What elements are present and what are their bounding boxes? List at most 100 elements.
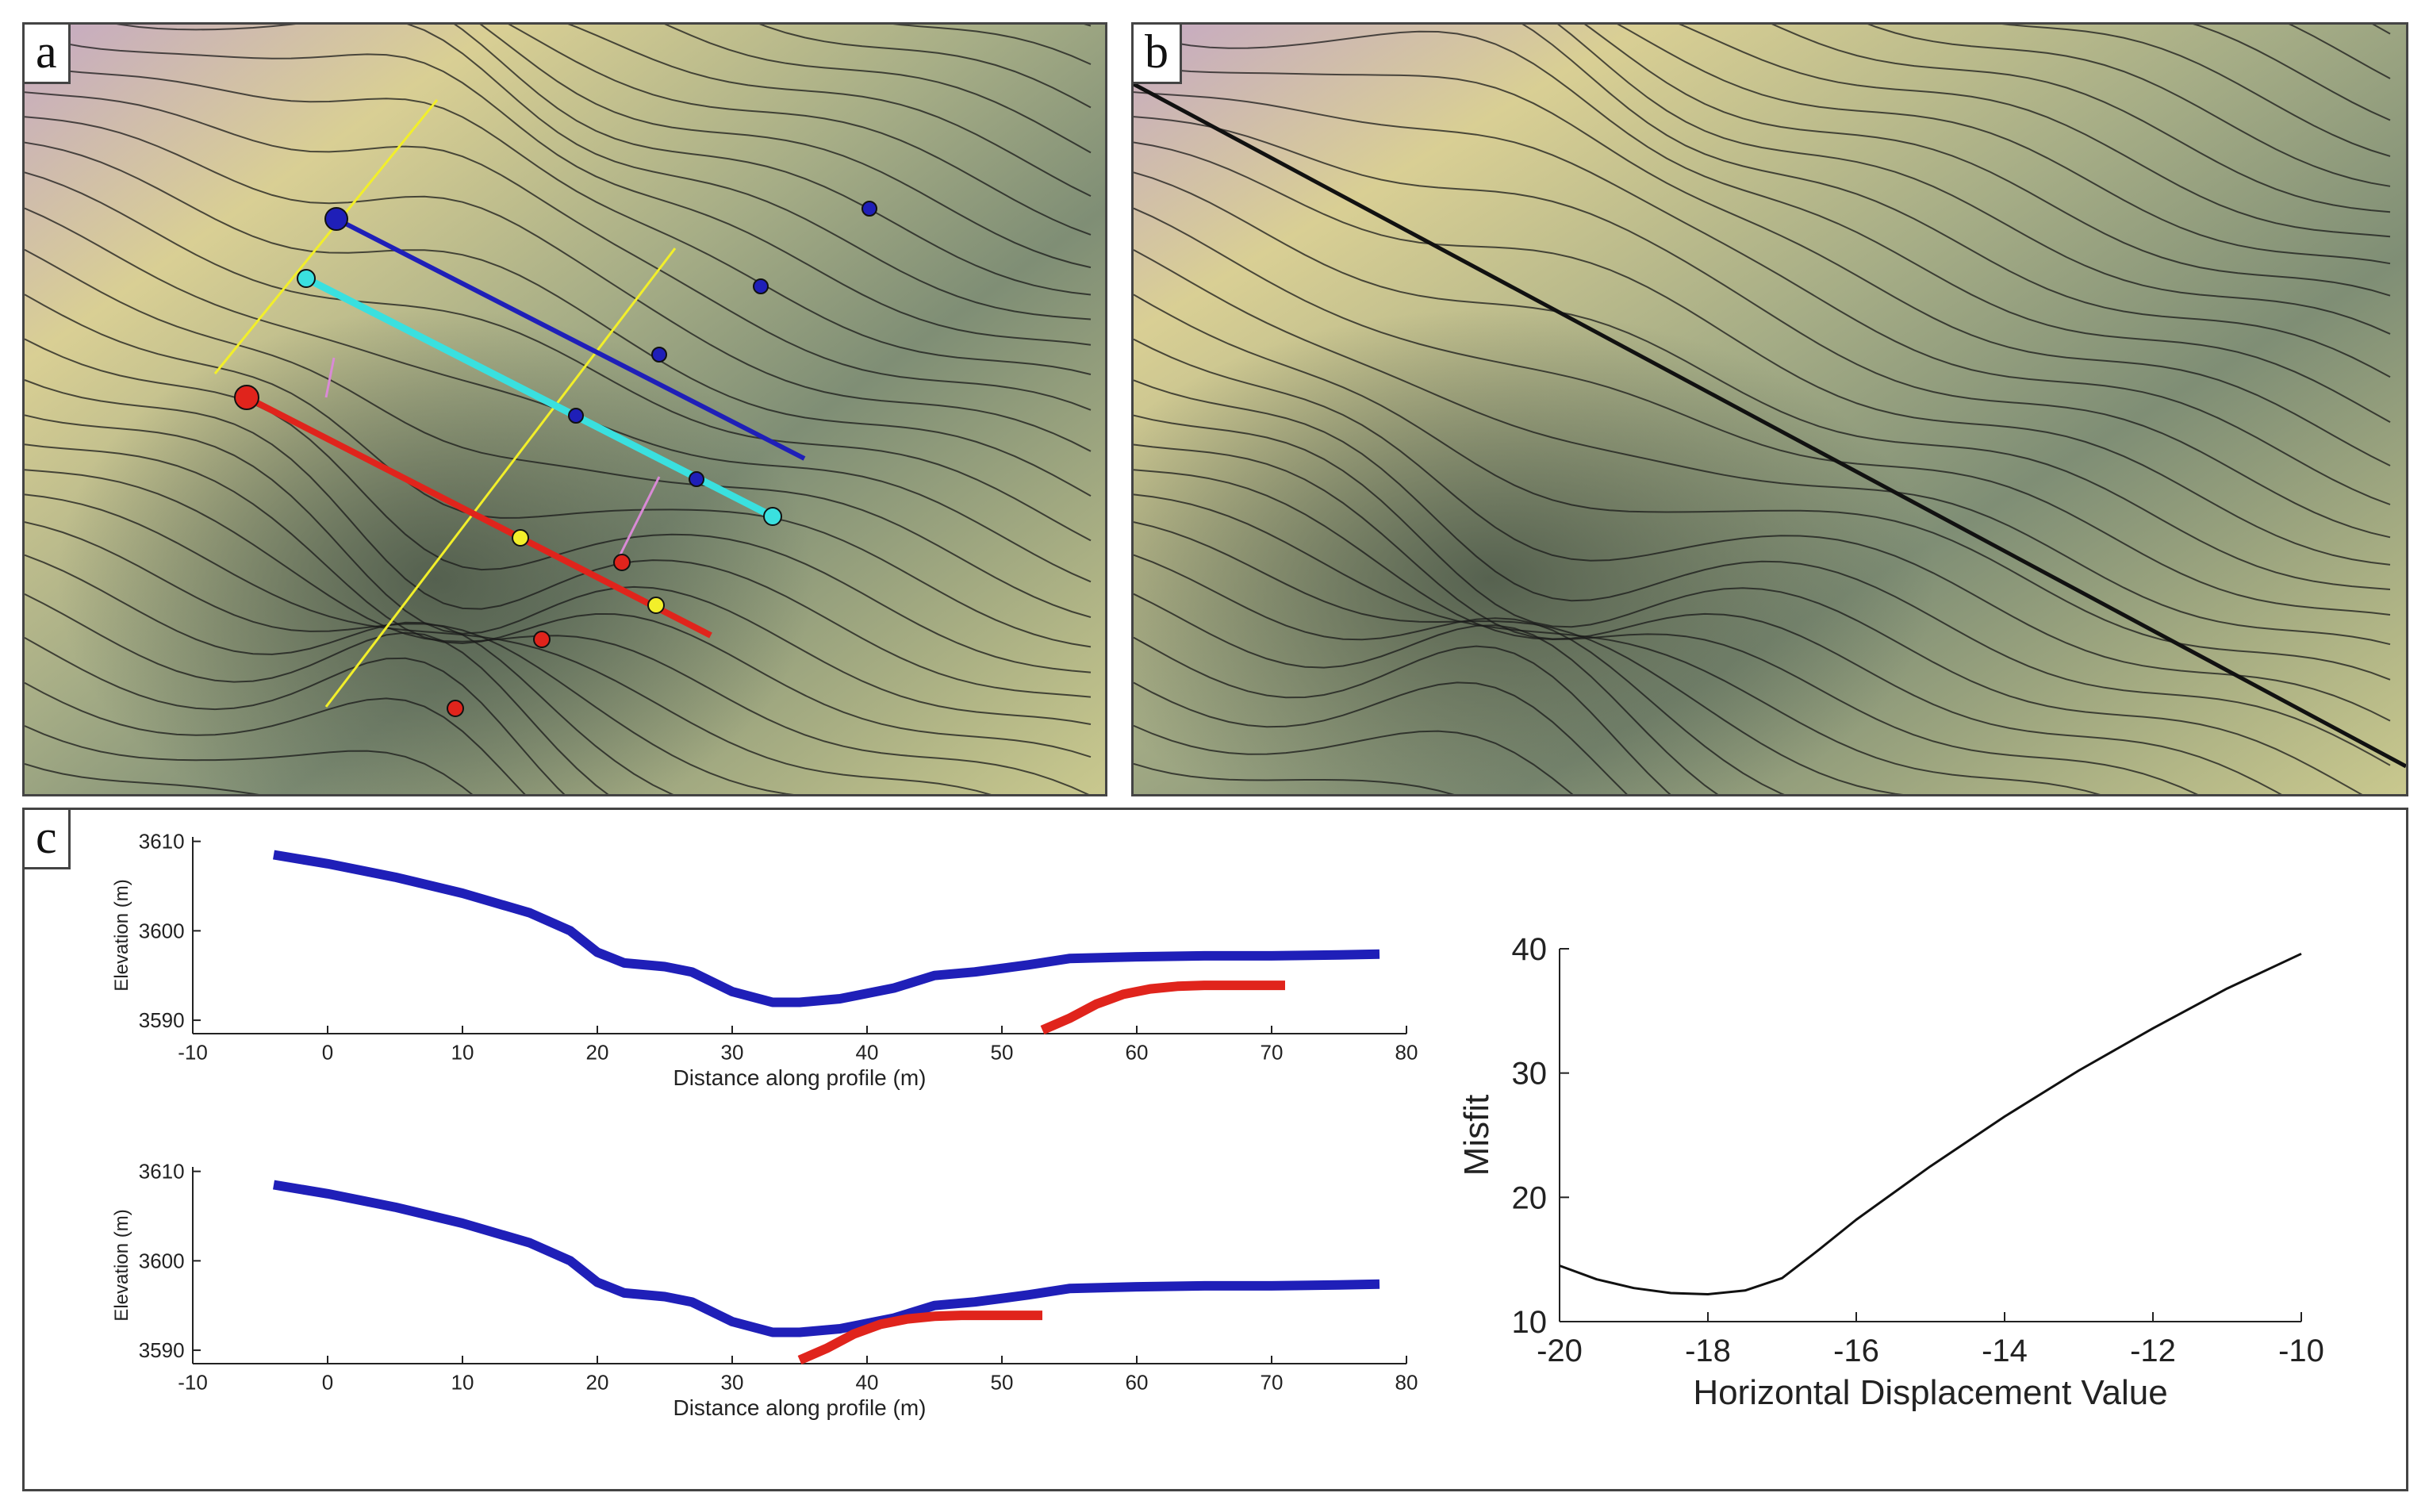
y-tick-label: 3610 [139, 830, 185, 854]
x-tick-label: 20 [586, 1041, 609, 1065]
map-b [1134, 25, 2406, 794]
contour-line [479, 25, 1092, 269]
yellow-marker [512, 529, 529, 547]
x-tick-label: 50 [991, 1041, 1014, 1065]
x-tick-label: -18 [1685, 1334, 1731, 1368]
x-tick-label: 40 [856, 1371, 879, 1395]
panel-label-b: b [1134, 25, 1182, 84]
x-tick-label: -12 [2130, 1334, 2176, 1368]
guide-line [324, 248, 677, 708]
contour-line [1557, 25, 2391, 335]
yellow-marker [647, 597, 665, 614]
x-axis-label: Distance along profile (m) [673, 1065, 926, 1090]
contour-line [25, 32, 1092, 346]
contour-line [1134, 521, 1904, 794]
contour-line [25, 141, 1092, 497]
red-marker [613, 554, 631, 571]
contour-line [25, 762, 259, 794]
contour-line [25, 443, 1092, 758]
x-tick-label: 0 [322, 1371, 333, 1395]
x-tick-label: -10 [178, 1041, 208, 1065]
blue-marker [568, 408, 584, 424]
blue-marker [689, 471, 704, 487]
contour-line [25, 637, 566, 794]
x-tick-label: -20 [1537, 1334, 1583, 1368]
y-tick-label: 40 [1512, 932, 1548, 967]
red-marker [447, 700, 464, 717]
guide-line [213, 99, 439, 374]
contour-line [25, 91, 1092, 411]
contour-line [2001, 25, 2391, 157]
contour-line [25, 248, 1092, 619]
y-tick-label: 3600 [139, 919, 185, 942]
x-tick-label: -10 [2278, 1334, 2324, 1368]
contour-line [25, 379, 1092, 698]
x-tick-label: 10 [451, 1371, 474, 1395]
contour-line [508, 25, 1092, 236]
cyan-marker [297, 269, 316, 288]
x-tick-label: 30 [721, 1041, 744, 1065]
cyan-marker [763, 507, 782, 526]
contour-line [25, 493, 992, 794]
contour-line [454, 25, 1092, 296]
contour-line [25, 725, 474, 794]
x-tick-label: 70 [1261, 1371, 1284, 1395]
y-tick-label: 3610 [139, 1160, 185, 1184]
panel-b: b [1131, 22, 2408, 796]
contour-line [25, 414, 1092, 725]
upstream-profile-line [273, 1180, 1380, 1337]
contour-line [1134, 724, 1574, 794]
y-tick-label: 3590 [139, 1338, 185, 1362]
contour-line [1134, 171, 2391, 590]
blue-marker [324, 207, 348, 231]
contour-line [116, 25, 1092, 320]
contour-line [1134, 63, 2391, 466]
contour-line [25, 171, 1092, 542]
chart-3: -20 -18 -16 -14 -12 -10 10 20 30 40 Horizontal Dis… [1457, 932, 2324, 1412]
contour-line [664, 25, 1092, 154]
contour-line [1134, 681, 1628, 794]
chart-2: -10 0 10 20 30 40 50 60 70 80 3590 3600 3610 Distance… [111, 1160, 1418, 1420]
downstream-profile-line [1040, 980, 1285, 1035]
contour-line [1521, 25, 2391, 378]
red-marker [533, 631, 551, 648]
y-tick-label: 10 [1512, 1305, 1548, 1340]
contour-line [1134, 249, 2391, 646]
contour-line [892, 25, 1092, 65]
contour-line [1134, 30, 2391, 423]
contour-line [1134, 554, 1785, 794]
contour-line [25, 521, 794, 794]
panel-label-a: a [25, 25, 71, 84]
y-axis-label: Misfit [1457, 1095, 1496, 1176]
contour-line [1134, 338, 2391, 722]
x-axis-label: Horizontal Displacement Value [1693, 1373, 2167, 1412]
y-tick-label: 30 [1512, 1057, 1548, 1092]
blue-marker [861, 201, 877, 217]
contour-line [25, 294, 1092, 648]
contour-line [1617, 25, 2391, 265]
contour-line [25, 116, 1092, 452]
contour-line [1134, 593, 1719, 794]
x-tick-label: -16 [1833, 1334, 1879, 1368]
contour-line [1134, 141, 2391, 566]
x-tick-label: 60 [1126, 1371, 1149, 1395]
x-tick-label: 50 [991, 1371, 1014, 1395]
y-axis-label: Elevation (m) [111, 879, 132, 991]
blue-marker [753, 278, 769, 294]
contour-lines [25, 25, 1092, 794]
contour-line [1134, 636, 1671, 794]
contour-line [1134, 493, 2101, 794]
misfit-line [1559, 952, 2302, 1295]
x-tick-label: 20 [586, 1371, 609, 1395]
contour-line [1867, 25, 2391, 187]
contour-line [567, 25, 1092, 197]
contour-line [25, 681, 526, 794]
contour-line [1134, 414, 2363, 794]
blue-profile-line [335, 217, 806, 461]
contour-line [1583, 25, 2391, 297]
blue-marker [651, 347, 667, 363]
x-tick-label: 30 [721, 1371, 744, 1395]
profile-lines [213, 99, 877, 717]
panel-c: c -10 0 10 20 30 40 50 60 70 80 3590 3600 3610 Distan… [22, 808, 2408, 1491]
contour-line [1771, 25, 2391, 213]
